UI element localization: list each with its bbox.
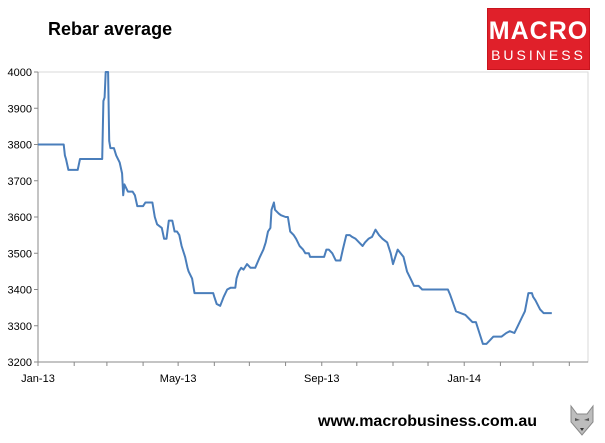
x-tick-label: Sep-13 [304, 373, 339, 385]
y-tick-label: 3900 [8, 103, 32, 115]
y-tick-label: 4000 [8, 67, 32, 79]
y-tick-label: 3400 [8, 285, 32, 297]
series-line-rebar [38, 71, 552, 345]
wolf-icon [570, 404, 594, 436]
series-group [38, 71, 552, 345]
x-tick-label: Jan-13 [21, 373, 55, 385]
macrobusiness-logo: MACRO BUSINESS [487, 8, 590, 70]
x-tick-label: May-13 [160, 373, 197, 385]
logo-line2: BUSINESS [491, 47, 586, 63]
chart: 3200 3300 3400 3500 3600 3700 3800 3900 4000 Jan… [8, 67, 589, 385]
y-tick-label: 3300 [8, 321, 32, 333]
y-tick-label: 3800 [8, 140, 32, 152]
x-axis: Jan-13 May-13 Sep-13 Jan-14 [21, 361, 588, 385]
logo-line1: MACRO [488, 17, 589, 45]
footer-url: www.macrobusiness.com.au [318, 413, 538, 430]
x-tick-label: Jan-14 [447, 373, 481, 385]
chart-title: Rebar average [48, 19, 173, 39]
plot-area [37, 71, 589, 363]
y-tick-label: 3500 [8, 248, 32, 260]
y-axis: 3200 3300 3400 3500 3600 3700 3800 3900 4000 [8, 67, 39, 369]
y-tick-label: 3700 [8, 176, 32, 188]
y-tick-label: 3600 [8, 212, 32, 224]
y-tick-label: 3200 [8, 357, 32, 369]
